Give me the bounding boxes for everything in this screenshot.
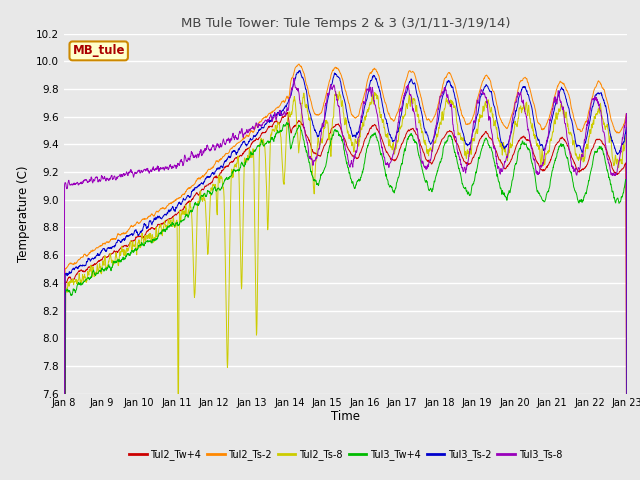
Text: MB_tule: MB_tule: [72, 44, 125, 58]
Y-axis label: Temperature (C): Temperature (C): [17, 165, 31, 262]
Title: MB Tule Tower: Tule Temps 2 & 3 (3/1/11-3/19/14): MB Tule Tower: Tule Temps 2 & 3 (3/1/11-…: [181, 17, 510, 30]
X-axis label: Time: Time: [331, 410, 360, 423]
Legend: Tul2_Tw+4, Tul2_Ts-2, Tul2_Ts-8, Tul3_Tw+4, Tul3_Ts-2, Tul3_Ts-8: Tul2_Tw+4, Tul2_Ts-2, Tul2_Ts-8, Tul3_Tw…: [125, 445, 566, 464]
